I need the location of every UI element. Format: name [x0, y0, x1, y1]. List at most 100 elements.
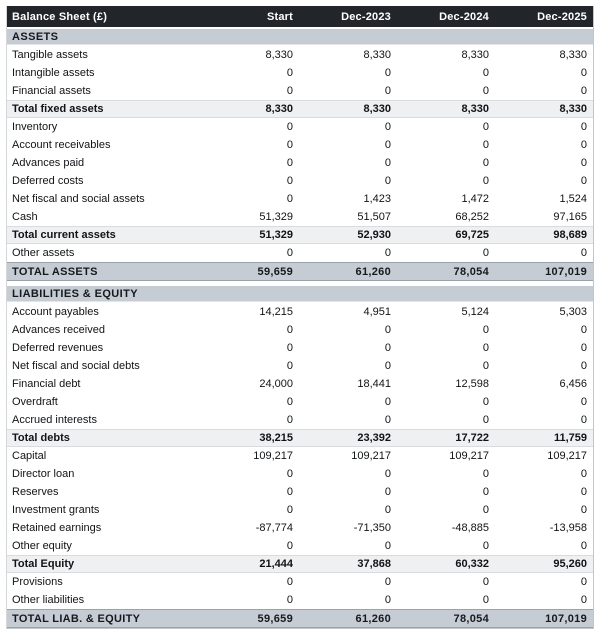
table-row: Other equity 0 0 0 0 — [7, 537, 593, 555]
cell-value: 51,329 — [259, 229, 293, 241]
cell-value: 0 — [580, 247, 587, 259]
table-row: Total Equity 21,444 37,868 60,332 95,260 — [7, 555, 593, 573]
cell-value: 0 — [384, 540, 391, 552]
cell-value: 0 — [384, 504, 391, 516]
cell-value: 68,252 — [455, 211, 489, 223]
row-label: Account receivables — [12, 139, 111, 151]
cell-value: 61,260 — [355, 265, 391, 278]
cell-value: 0 — [580, 85, 587, 97]
table-row: Cash 51,329 51,507 68,252 97,165 — [7, 208, 593, 226]
cell-value: 0 — [384, 486, 391, 498]
cell-value: 0 — [482, 486, 489, 498]
cell-value: 5,124 — [461, 306, 489, 318]
cell-value: 107,019 — [545, 612, 587, 625]
table-row: TOTAL ASSETS 59,659 61,260 78,054 107,019 — [7, 262, 593, 281]
cell-value: 0 — [580, 324, 587, 336]
cell-value: 0 — [286, 342, 293, 354]
cell-value: -71,350 — [353, 522, 391, 534]
table-row: Total fixed assets 8,330 8,330 8,330 8,330 — [7, 100, 593, 118]
cell-value: 0 — [482, 342, 489, 354]
cell-value: 107,019 — [545, 265, 587, 278]
cell-value: 14,215 — [259, 306, 293, 318]
table-row: Other assets 0 0 0 0 — [7, 244, 593, 262]
row-label: Capital — [12, 450, 47, 462]
table-header-row: Balance Sheet (£) Start Dec-2023 Dec-2024 De… — [7, 6, 593, 27]
cell-value: 0 — [482, 175, 489, 187]
cell-value: 0 — [482, 121, 489, 133]
column-header: Dec-2023 — [341, 10, 391, 23]
cell-value: 0 — [384, 468, 391, 480]
cell-value: 0 — [482, 576, 489, 588]
row-label: Account payables — [12, 306, 99, 318]
cell-value: 51,507 — [357, 211, 391, 223]
row-label: Deferred costs — [12, 175, 84, 187]
row-label: Tangible assets — [12, 49, 88, 61]
row-label: Retained earnings — [12, 522, 102, 534]
cell-value: 0 — [482, 139, 489, 151]
cell-value: 109,217 — [547, 450, 587, 462]
cell-value: 4,951 — [363, 306, 391, 318]
cell-value: 8,330 — [461, 49, 489, 61]
cell-value: 0 — [286, 121, 293, 133]
cell-value: 5,303 — [559, 306, 587, 318]
table-row: Financial debt 24,000 18,441 12,598 6,456 — [7, 375, 593, 393]
cell-value: 18,441 — [357, 378, 391, 390]
cell-value: 0 — [384, 139, 391, 151]
row-label: Deferred revenues — [12, 342, 104, 354]
cell-value: 0 — [580, 486, 587, 498]
table-row: Intangible assets 0 0 0 0 — [7, 64, 593, 82]
row-label: Net fiscal and social assets — [12, 193, 145, 205]
balance-sheet-table: Balance Sheet (£) Start Dec-2023 Dec-2024 De… — [6, 6, 594, 629]
cell-value: 0 — [384, 121, 391, 133]
table-row: Reserves 0 0 0 0 — [7, 483, 593, 501]
cell-value: 0 — [286, 468, 293, 480]
row-label: Advances paid — [12, 157, 85, 169]
row-label: Financial debt — [12, 378, 81, 390]
cell-value: 0 — [580, 396, 587, 408]
cell-value: 8,330 — [461, 103, 489, 115]
cell-value: 0 — [580, 139, 587, 151]
cell-value: 97,165 — [553, 211, 587, 223]
cell-value: 0 — [384, 414, 391, 426]
row-label: TOTAL ASSETS — [12, 265, 98, 278]
row-label: TOTAL LIAB. & EQUITY — [12, 612, 141, 625]
table-row: Total current assets 51,329 52,930 69,725 98… — [7, 226, 593, 244]
cell-value: 109,217 — [253, 450, 293, 462]
cell-value: 78,054 — [453, 612, 489, 625]
table-row: Inventory 0 0 0 0 — [7, 118, 593, 136]
table-row: Account payables 14,215 4,951 5,124 5,303 — [7, 303, 593, 321]
cell-value: 17,722 — [455, 432, 489, 444]
cell-value: 60,332 — [455, 558, 489, 570]
cell-value: 0 — [286, 576, 293, 588]
row-label: Intangible assets — [12, 67, 95, 79]
table-row: Deferred revenues 0 0 0 0 — [7, 339, 593, 357]
table-row: Net fiscal and social assets 0 1,423 1,472 1… — [7, 190, 593, 208]
cell-value: 95,260 — [553, 558, 587, 570]
table-row: Provisions 0 0 0 0 — [7, 573, 593, 591]
cell-value: 0 — [580, 360, 587, 372]
cell-value: 0 — [580, 342, 587, 354]
cell-value: 0 — [580, 157, 587, 169]
cell-value: 0 — [286, 157, 293, 169]
column-header: Dec-2025 — [537, 10, 587, 23]
cell-value: 0 — [384, 594, 391, 606]
cell-value: 0 — [580, 175, 587, 187]
cell-value: 24,000 — [259, 378, 293, 390]
cell-value: 52,930 — [357, 229, 391, 241]
table-row: Other liabilities 0 0 0 0 — [7, 591, 593, 609]
cell-value: 0 — [580, 540, 587, 552]
cell-value: 0 — [286, 193, 293, 205]
cell-value: 37,868 — [357, 558, 391, 570]
cell-value: 0 — [482, 540, 489, 552]
section-header: LIABILITIES & EQUITY — [7, 286, 593, 302]
row-label: Overdraft — [12, 396, 58, 408]
cell-value: 0 — [384, 175, 391, 187]
cell-value: 0 — [580, 576, 587, 588]
cell-value: 69,725 — [455, 229, 489, 241]
table-row: Total debts 38,215 23,392 17,722 11,759 — [7, 429, 593, 447]
row-label: Other liabilities — [12, 594, 85, 606]
row-label: Director loan — [12, 468, 75, 480]
cell-value: 0 — [384, 360, 391, 372]
cell-value: 38,215 — [259, 432, 293, 444]
table-row: Retained earnings -87,774 -71,350 -48,885 -1… — [7, 519, 593, 537]
